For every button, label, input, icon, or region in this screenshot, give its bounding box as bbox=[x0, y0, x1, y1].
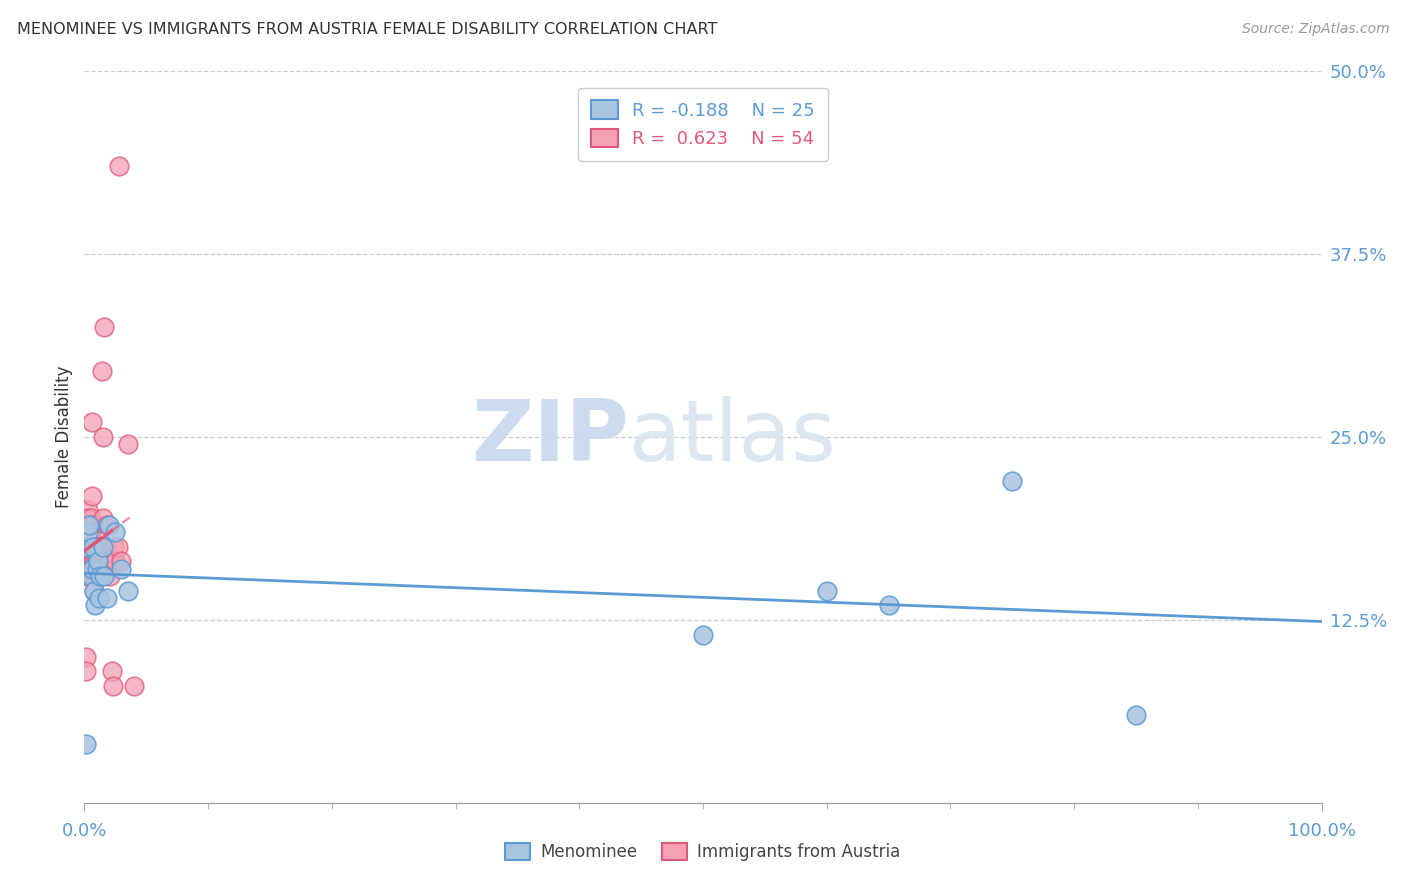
Point bbox=[80, 517, 103, 532]
Point bbox=[89, 554, 111, 568]
Point bbox=[98, 554, 121, 568]
Point bbox=[91, 430, 114, 444]
Point bbox=[76, 540, 98, 554]
Point bbox=[83, 540, 105, 554]
Point bbox=[79, 562, 101, 576]
Point bbox=[82, 540, 104, 554]
Point bbox=[80, 562, 103, 576]
Point bbox=[98, 569, 121, 583]
Point bbox=[76, 547, 98, 561]
Point bbox=[96, 517, 118, 532]
Point bbox=[90, 364, 112, 378]
Y-axis label: Female Disability: Female Disability bbox=[55, 366, 73, 508]
Point bbox=[692, 627, 714, 641]
Point bbox=[97, 554, 120, 568]
Point bbox=[91, 510, 114, 524]
Point bbox=[815, 583, 838, 598]
Point bbox=[87, 554, 110, 568]
Point bbox=[110, 562, 132, 576]
Point bbox=[79, 569, 101, 583]
Point bbox=[83, 569, 105, 583]
Text: MENOMINEE VS IMMIGRANTS FROM AUSTRIA FEMALE DISABILITY CORRELATION CHART: MENOMINEE VS IMMIGRANTS FROM AUSTRIA FEM… bbox=[17, 22, 717, 37]
Point bbox=[77, 540, 100, 554]
Point bbox=[79, 517, 101, 532]
Point bbox=[86, 540, 108, 554]
Point bbox=[93, 569, 115, 583]
Point bbox=[98, 517, 121, 532]
Text: ZIP: ZIP bbox=[471, 395, 628, 479]
Point bbox=[79, 525, 101, 540]
Point bbox=[96, 591, 118, 605]
Point bbox=[87, 540, 110, 554]
Point bbox=[75, 737, 97, 751]
Point bbox=[86, 554, 108, 568]
Point bbox=[83, 583, 105, 598]
Legend: Menominee, Immigrants from Austria: Menominee, Immigrants from Austria bbox=[499, 836, 907, 868]
Point bbox=[117, 437, 139, 451]
Point bbox=[82, 547, 104, 561]
Point bbox=[107, 540, 129, 554]
Point bbox=[75, 664, 97, 678]
Point bbox=[76, 569, 98, 583]
Point bbox=[93, 320, 115, 334]
Point bbox=[108, 160, 131, 174]
Point bbox=[80, 416, 103, 430]
Point bbox=[110, 554, 132, 568]
Point bbox=[93, 547, 115, 561]
Point bbox=[101, 679, 124, 693]
Point bbox=[89, 591, 111, 605]
Point bbox=[82, 540, 104, 554]
Point bbox=[77, 503, 100, 517]
Point bbox=[77, 510, 100, 524]
Point bbox=[84, 554, 107, 568]
Point bbox=[103, 540, 125, 554]
Point bbox=[117, 583, 139, 598]
Point bbox=[86, 562, 108, 576]
Point bbox=[104, 554, 127, 568]
Point bbox=[87, 562, 110, 576]
Point bbox=[82, 554, 104, 568]
Point bbox=[91, 540, 114, 554]
Point bbox=[76, 554, 98, 568]
Point bbox=[80, 489, 103, 503]
Point bbox=[77, 525, 100, 540]
Point bbox=[77, 517, 100, 532]
Point bbox=[877, 599, 900, 613]
Point bbox=[84, 599, 107, 613]
Point bbox=[104, 525, 127, 540]
Point bbox=[79, 554, 101, 568]
Point bbox=[83, 583, 105, 598]
Text: atlas: atlas bbox=[628, 395, 837, 479]
Text: Source: ZipAtlas.com: Source: ZipAtlas.com bbox=[1241, 22, 1389, 37]
Point bbox=[122, 679, 145, 693]
Point bbox=[84, 540, 107, 554]
Point bbox=[75, 649, 97, 664]
Point bbox=[89, 540, 111, 554]
Point bbox=[79, 510, 101, 524]
Point bbox=[79, 540, 101, 554]
Point bbox=[76, 540, 98, 554]
Point bbox=[73, 540, 96, 554]
Point bbox=[89, 562, 111, 576]
Point bbox=[94, 540, 117, 554]
Point bbox=[1125, 708, 1147, 723]
Point bbox=[79, 547, 101, 561]
Point bbox=[89, 569, 111, 583]
Point bbox=[100, 664, 122, 678]
Point bbox=[1001, 474, 1024, 488]
